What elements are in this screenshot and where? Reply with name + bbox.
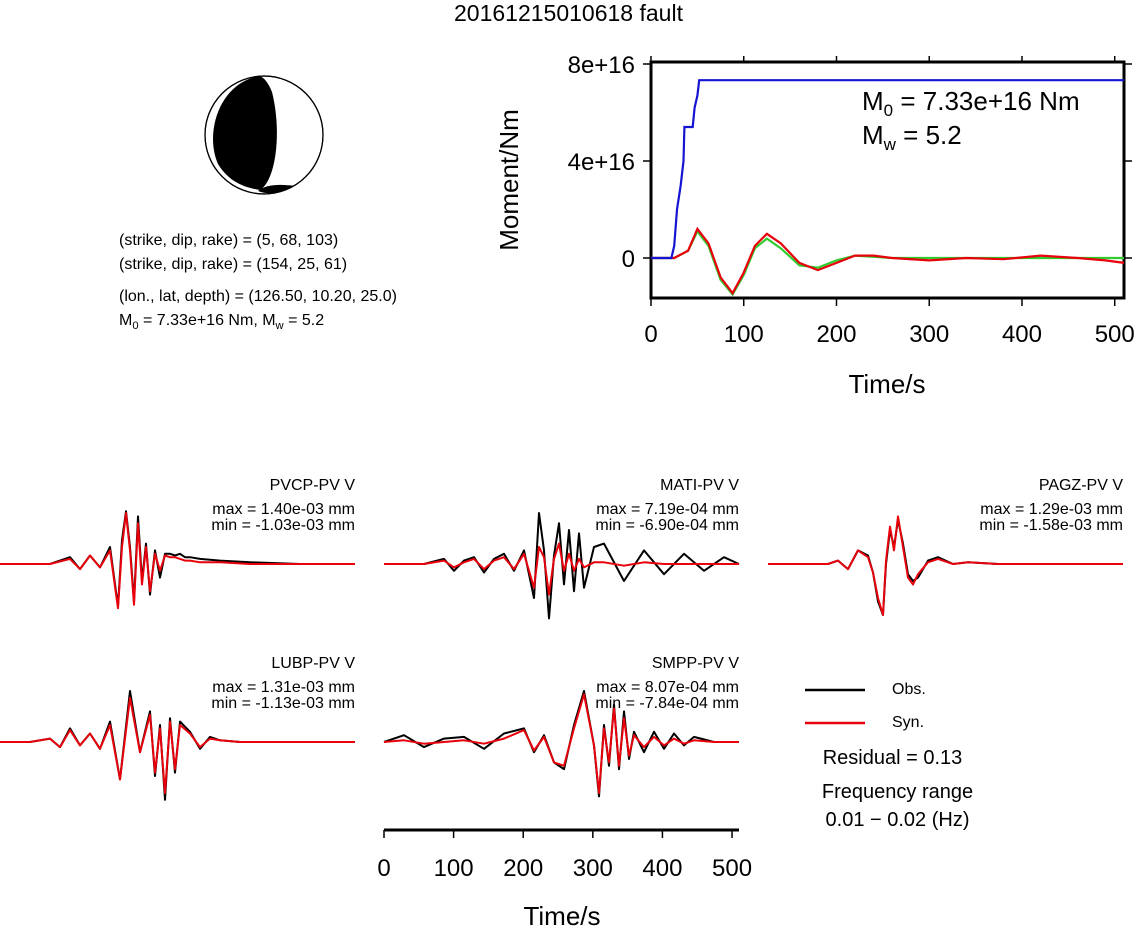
waveform-xtick-label: 100 [434,855,474,882]
station-min-smpp: min = -7.84e-04 mm [595,695,739,712]
waveform-syn [768,515,1123,616]
residual-value: Residual = 0.13 [822,747,963,769]
station-max-pagz: max = 1.29e-03 mm [980,501,1123,518]
moment-ylabel: Moment/Nm [494,109,524,251]
waveform-obs [768,518,1123,616]
moment-series-moment [651,79,1124,260]
station-name-pagz: PAGZ-PV V [1038,477,1123,494]
legend-obs-label: Obs. [892,681,926,698]
moment-chart: 0 100 200 300 400 500 0 4e+16 8e+16 M0 = 7.33e+1… [494,52,1135,399]
waveform-xtick-label: 0 [377,855,390,882]
nodal-plane-1: (strike, dip, rake) = (5, 68, 103) [119,232,339,249]
waveform-xtick-label: 500 [712,855,752,882]
focal-mechanism-beachball [204,75,324,195]
waveform-xtick-label: 300 [573,855,613,882]
station-max-smpp: max = 8.07e-04 mm [596,679,739,696]
moment-xtick-label: 500 [1095,321,1135,348]
moment-xlabel: Time/s [848,369,925,399]
moment-m0-annotation: M0 = 7.33e+16 Nm [862,86,1080,120]
waveform-syn [384,542,739,596]
moment-ytick-label: 0 [622,246,635,273]
moment-series-syn [651,226,1125,296]
waveform-xlabel: Time/s [523,901,600,927]
station-max-lubp: max = 1.31e-03 mm [212,679,355,696]
waveform-syn [383,693,739,794]
moment-ytick-label: 8e+16 [568,52,635,79]
beachball-lower-quadrant [258,184,296,194]
waveform-xtick-label: 200 [503,855,543,882]
moment-plot-frame [649,60,1126,300]
waveform-chart: 0 100 200 300 400 500 Time/s [0,510,1123,927]
waveform-syn [0,512,355,610]
moment-ytick-label: 4e+16 [568,149,635,176]
moment-xtick-label: 100 [724,321,764,348]
moment-xtick-label: 300 [909,321,949,348]
station-name-lubp: LUBP-PV V [271,655,355,672]
moment-series-stf [651,229,1124,297]
station-min-lubp: min = -1.13e-03 mm [211,695,355,712]
moment-magnitude-summary: M0 = 7.33e+16 Nm, Mw = 5.2 [119,312,325,333]
station-max-pvcp: max = 1.40e-03 mm [212,501,355,518]
station-name-mati: MATI-PV V [660,477,739,494]
waveform-obs [384,512,740,620]
summary-m0: 7.33e+16 Nm [156,312,254,329]
figure-title: 20161215010618 fault [454,0,683,26]
nodal-plane-2: (strike, dip, rake) = (154, 25, 61) [119,256,348,273]
legend-syn-label: Syn. [892,714,925,731]
summary-mw: 5.2 [301,312,325,329]
waveform-xtick-label: 400 [642,855,682,882]
station-min-pvcp: min = -1.03e-03 mm [211,517,355,534]
moment-xtick-label: 400 [1002,321,1042,348]
moment-xtick-label: 200 [816,321,856,348]
waveform-obs [383,690,739,798]
station-min-pagz: min = -1.58e-03 mm [979,517,1123,534]
moment-xtick-label: 0 [644,321,657,348]
beachball-compression-quadrant [213,76,277,190]
hypocenter-location: (lon., lat, depth) = (126.50, 10.20, 25.… [119,288,397,305]
station-name-smpp: SMPP-PV V [651,655,739,672]
frequency-range-label: Frequency range [821,781,974,803]
station-max-mati: max = 7.19e-04 mm [596,501,739,518]
waveform-syn [0,696,355,794]
frequency-range-value: 0.01 − 0.02 (Hz) [825,809,970,831]
station-name-pvcp: PVCP-PV V [269,477,355,494]
moment-mw-annotation: Mw = 5.2 [862,120,962,154]
station-min-mati: min = -6.90e-04 mm [595,517,739,534]
